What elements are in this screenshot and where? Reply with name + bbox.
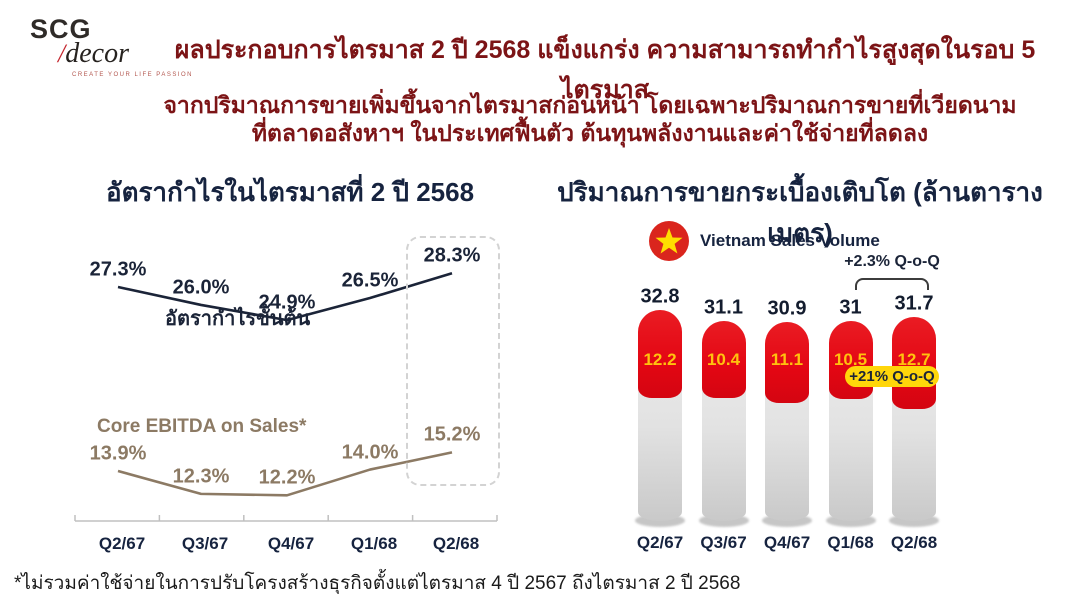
bar-total-label: 31.1 xyxy=(704,296,743,319)
x-axis-label: Q1/68 xyxy=(350,534,398,553)
point-label-s0: 26.5% xyxy=(341,269,399,292)
core-ebitda-series-label: Core EBITDA on Sales* xyxy=(97,416,307,437)
bar-vietnam-label: 10.4 xyxy=(706,350,741,369)
bar-total-label: 31.7 xyxy=(894,292,934,315)
margin-chart-title: อัตรากำไรในไตรมาสที่ 2 ปี 2568 xyxy=(105,177,475,207)
bar-segment-vietnam xyxy=(638,309,682,399)
footnote: *ไม่รวมค่าใช้จ่ายในการปรับโครงสร้างธุรกิ… xyxy=(14,573,741,594)
qoq-pill-badge: +21% Q-o-Q xyxy=(845,366,939,387)
x-axis-label: Q2/67 xyxy=(98,534,146,553)
bar-segment-vietnam xyxy=(765,322,809,404)
q2-68-highlight-box xyxy=(406,236,500,486)
x-axis-label: Q2/68 xyxy=(432,534,480,553)
logo-decor-text: decor xyxy=(65,38,129,69)
point-label-s1: 15.2% xyxy=(423,423,481,446)
x-axis-label: Q3/67 xyxy=(181,534,229,553)
legend xyxy=(649,221,689,261)
logo-tagline: CREATE YOUR LIFE PASSION xyxy=(72,72,194,78)
x-axis-label: Q4/67 xyxy=(267,534,315,553)
subtitle-line-2: ที่ตลาดอสังหาฯ ในประเทศฟื้นตัว ต้นทุนพลั… xyxy=(251,120,929,146)
x-axis-label: Q2/68 xyxy=(890,533,938,552)
vietnam-flag-icon xyxy=(649,221,689,261)
bar-segment-vietnam xyxy=(892,316,936,409)
point-label-s1: 13.9% xyxy=(89,442,147,465)
point-label-s1: 12.2% xyxy=(258,466,316,489)
point-label-s0: 27.3% xyxy=(89,258,147,281)
volume-bar-chart: Vietnam Sales Volume 32.8 12.2 Q2/67 31.1 10… xyxy=(600,215,1040,575)
bar-total-label: 32.8 xyxy=(640,285,680,308)
x-axis-label: Q1/68 xyxy=(827,533,874,552)
qoq-annotation-text: +2.3% Q-o-Q xyxy=(844,253,940,270)
margin-lines-svg xyxy=(74,271,498,522)
point-label-s0: 28.3% xyxy=(423,244,481,267)
subtitle-line-1: จากปริมาณการขายเพิ่มขึ้นจากไตรมาสก่อนหน้… xyxy=(163,92,1017,118)
x-axis-label: Q2/67 xyxy=(636,533,684,552)
scg-decor-logo: SCG /decor CREATE YOUR LIFE PASSION xyxy=(30,14,192,86)
point-label-s0: 24.9% xyxy=(258,291,316,314)
bar-vietnam-label: 12.7 xyxy=(897,350,931,369)
page-title: ผลประกอบการไตรมาส 2 ปี 2568 แข็งแกร่ง คว… xyxy=(174,36,1036,104)
legend-label: Vietnam Sales Volume xyxy=(700,231,880,250)
line-series-1 xyxy=(117,451,453,497)
point-label-s1: 12.3% xyxy=(172,465,230,488)
bar-vietnam-label: 12.2 xyxy=(643,350,677,369)
bar-segment-vietnam xyxy=(701,320,746,398)
line-series-0 xyxy=(117,271,453,322)
bar-total-label: 31 xyxy=(839,296,862,319)
qoq-bracket-icon xyxy=(855,278,929,290)
logo-slash-icon: / xyxy=(58,39,66,68)
bar-vietnam-label: 10.5 xyxy=(833,350,868,369)
margin-line-chart: อัตรากำไรขั้นต้น Core EBITDA on Sales* 2… xyxy=(60,230,520,575)
volume-chart-title: ปริมาณการขายกระเบื้องเติบโต (ล้านตารางเม… xyxy=(557,177,1043,248)
bar-total-label: 30.9 xyxy=(767,297,807,320)
x-axis-label: Q4/67 xyxy=(763,533,811,552)
bar-vietnam-label: 11.1 xyxy=(770,350,804,369)
point-label-s0: 26.0% xyxy=(172,276,230,299)
x-axis-label: Q3/67 xyxy=(700,533,747,552)
point-label-s1: 14.0% xyxy=(341,441,399,464)
logo-scg-text: SCG xyxy=(30,14,92,44)
gross-margin-series-label: อัตรากำไรขั้นต้น xyxy=(165,308,311,330)
